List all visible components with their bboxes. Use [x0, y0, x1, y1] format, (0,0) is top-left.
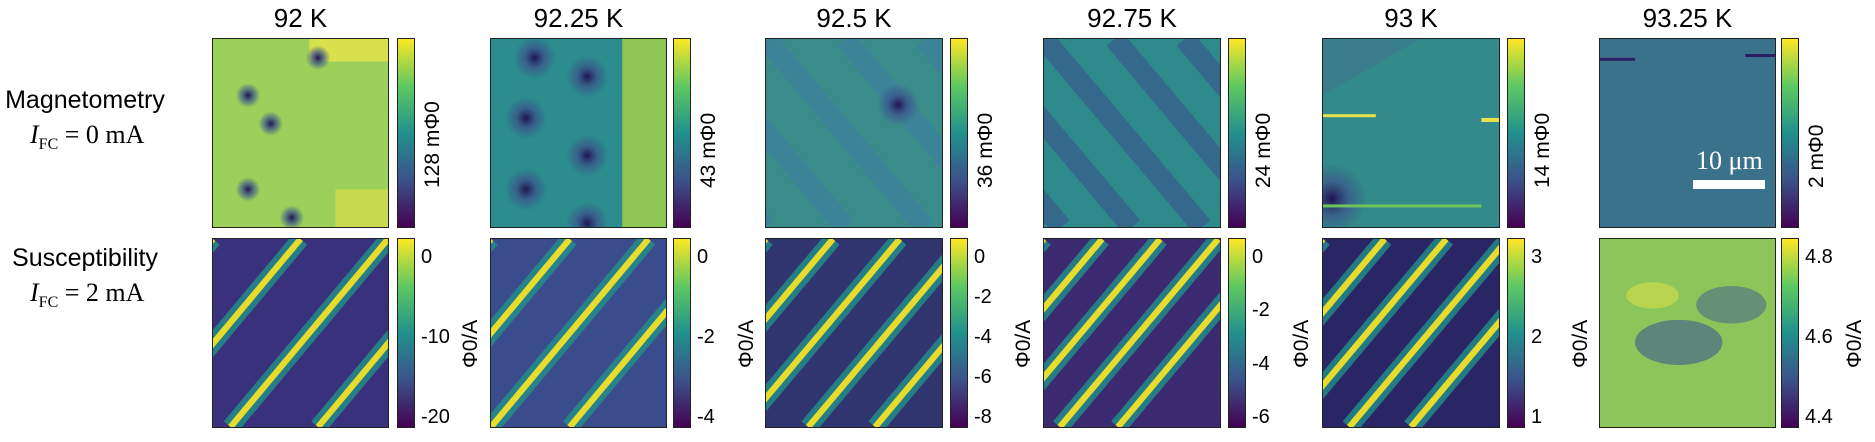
magnetometry-colorbar-label: 128 mΦ0	[421, 101, 444, 188]
panel-title: 92 K	[273, 3, 328, 33]
magnetometry-colorbar	[950, 38, 968, 228]
colorbar-tick-label: 1	[1531, 406, 1543, 428]
susceptibility-map	[1599, 238, 1776, 428]
magnetometry-colorbar-label: 2 mΦ0	[1805, 124, 1828, 188]
colorbar-tick-label: -2	[974, 286, 992, 308]
colorbar-tick-label: -8	[974, 406, 992, 428]
susceptibility-map	[765, 238, 943, 428]
susceptibility-colorbar	[1507, 238, 1525, 428]
formula-rest: = 0 mA	[58, 120, 145, 149]
susceptibility-map	[212, 238, 389, 428]
colorbar-tick-label: -20	[421, 406, 450, 428]
colorbar-tick-label: 2	[1531, 326, 1543, 348]
magnetometry-map	[765, 38, 943, 228]
colorbar-tick-label: 4.6	[1805, 326, 1833, 348]
susceptibility-colorbar-label: Φ0/A	[1012, 319, 1035, 368]
magnetometry-map	[490, 38, 667, 228]
scale-bar	[1693, 180, 1765, 189]
colorbar-tick-label: -4	[1252, 352, 1270, 375]
formula-var: I	[30, 278, 39, 307]
magnetometry-map	[212, 38, 389, 228]
colorbar-tick-label: 0	[421, 246, 433, 268]
colorbar-tick-label: 4.8	[1805, 246, 1833, 268]
colorbar-tick-label: 4.4	[1805, 406, 1833, 428]
colorbar-tick-label: -4	[974, 326, 992, 348]
panel-title: 92.75 K	[1087, 3, 1177, 33]
formula-var: I	[30, 120, 39, 149]
susceptibility-colorbar-label: Φ0/A	[459, 319, 482, 368]
susceptibility-colorbar-label: Φ0/A	[1843, 319, 1866, 368]
colorbar-tick-label: -2	[697, 326, 715, 348]
susceptibility-map	[1043, 238, 1221, 428]
susceptibility-colorbar	[950, 238, 968, 428]
susceptibility-colorbar-label: Φ0/A	[735, 319, 758, 368]
susceptibility-colorbar-label: Φ0/A	[1569, 319, 1592, 368]
susceptibility-colorbar	[397, 238, 415, 428]
panel-title: 92.25 K	[533, 3, 624, 33]
formula-sub: FC	[38, 294, 59, 312]
colorbar-tick-label: -10	[421, 326, 450, 348]
susceptibility-colorbar-label: Φ0/A	[1290, 319, 1313, 368]
susceptibility-colorbar	[1228, 238, 1246, 428]
panel-title: 92.5 K	[816, 3, 892, 33]
colorbar-tick-label: -2	[1252, 299, 1270, 322]
colorbar-tick-label: 0	[974, 246, 986, 268]
formula-rest: = 2 mA	[58, 278, 145, 307]
colorbar-tick-label: 0	[1252, 246, 1264, 268]
magnetometry-colorbar-label: 14 mΦ0	[1531, 112, 1554, 188]
colorbar-tick-label: 0	[697, 246, 709, 268]
panel-title: 93.25 K	[1642, 3, 1733, 33]
colorbar-tick-label: -4	[697, 406, 715, 428]
magnetometry-map	[1043, 38, 1221, 228]
colorbar-tick-label: -6	[974, 366, 992, 388]
formula-sub: FC	[38, 136, 59, 154]
row-label-susceptibility: Susceptibility	[12, 244, 158, 272]
magnetometry-colorbar-label: 36 mΦ0	[974, 112, 997, 188]
magnetometry-colorbar-label: 24 mΦ0	[1252, 112, 1275, 188]
formula-magnetometry: IFC = 0 mA	[30, 120, 144, 154]
magnetometry-colorbar	[1781, 38, 1799, 228]
magnetometry-colorbar	[673, 38, 691, 228]
colorbar-tick-label: -6	[1252, 406, 1270, 428]
colorbar-tick-label: 3	[1531, 246, 1543, 268]
magnetometry-map	[1322, 38, 1500, 228]
susceptibility-map	[1322, 238, 1500, 428]
susceptibility-map	[490, 238, 667, 428]
magnetometry-colorbar-label: 43 mΦ0	[697, 112, 720, 188]
panel-title: 93 K	[1384, 3, 1438, 33]
magnetometry-colorbar	[1228, 38, 1246, 228]
susceptibility-colorbar	[1781, 238, 1799, 428]
scale-bar-label: 10 μm	[1696, 146, 1763, 175]
magnetometry-colorbar	[397, 38, 415, 228]
susceptibility-colorbar	[673, 238, 691, 428]
formula-susceptibility: IFC = 2 mA	[30, 278, 144, 312]
row-label-magnetometry: Magnetometry	[5, 86, 165, 114]
magnetometry-colorbar	[1507, 38, 1525, 228]
magnetometry-map	[1599, 38, 1776, 228]
